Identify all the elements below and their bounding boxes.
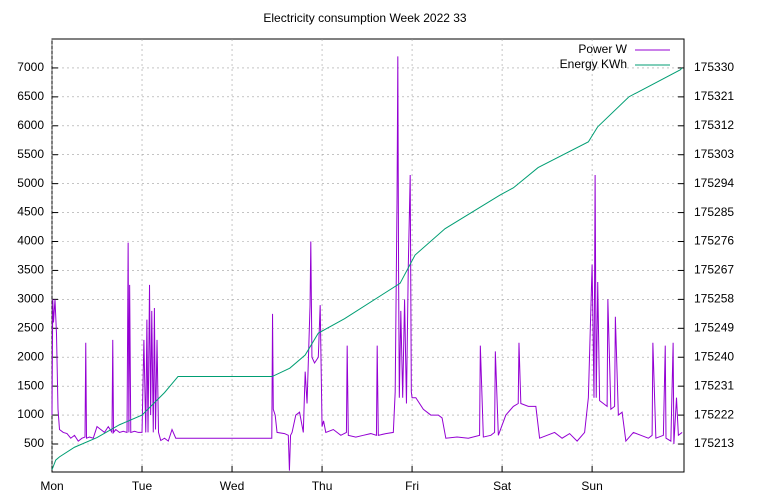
plot-frame xyxy=(51,38,685,473)
y2-tick-label: 175330 xyxy=(694,60,734,74)
y2-tick-label: 175294 xyxy=(694,176,734,190)
x-tick-label: Mon xyxy=(40,479,63,493)
y-tick-label: 5000 xyxy=(17,176,44,190)
series-line xyxy=(51,56,683,471)
y-tick-label: 3000 xyxy=(17,292,44,306)
y2-tick-label: 175276 xyxy=(694,234,734,248)
y2-tick-label: 175213 xyxy=(694,436,734,450)
y-tick-label: 1000 xyxy=(17,407,44,421)
x-tick-label: Thu xyxy=(312,479,333,493)
y2-tick-label: 175303 xyxy=(694,147,734,161)
y2-tick-label: 175258 xyxy=(694,292,734,306)
y-tick-label: 4500 xyxy=(17,205,44,219)
y-tick-label: 6000 xyxy=(17,118,44,132)
y-tick-label: 2000 xyxy=(17,349,44,363)
y2-tick-label: 175249 xyxy=(694,320,734,334)
y-tick-label: 4000 xyxy=(17,234,44,248)
x-tick-label: Wed xyxy=(220,479,244,493)
y2-tick-label: 175321 xyxy=(694,89,734,103)
legend-label: Energy KWh xyxy=(560,57,627,71)
y2-tick-label: 175231 xyxy=(694,378,734,392)
y-tick-label: 6500 xyxy=(17,89,44,103)
y-tick-label: 2500 xyxy=(17,320,44,334)
x-tick-label: Sat xyxy=(493,479,512,493)
y2-tick-label: 175312 xyxy=(694,118,734,132)
legend-label: Power W xyxy=(578,42,627,56)
y2-tick-label: 175267 xyxy=(694,263,734,277)
y-tick-label: 3500 xyxy=(17,263,44,277)
y2-tick-label: 175240 xyxy=(694,349,734,363)
x-tick-label: Tue xyxy=(132,479,153,493)
y-tick-label: 500 xyxy=(24,436,44,450)
x-tick-label: Sun xyxy=(581,479,602,493)
y2-tick-label: 175285 xyxy=(694,205,734,219)
series-line xyxy=(51,67,683,470)
y-tick-label: 1500 xyxy=(17,378,44,392)
y-tick-label: 7000 xyxy=(17,60,44,74)
y2-tick-label: 175222 xyxy=(694,407,734,421)
chart-title: Electricity consumption Week 2022 33 xyxy=(263,11,467,25)
y-tick-label: 5500 xyxy=(17,147,44,161)
x-tick-label: Fri xyxy=(405,479,419,493)
